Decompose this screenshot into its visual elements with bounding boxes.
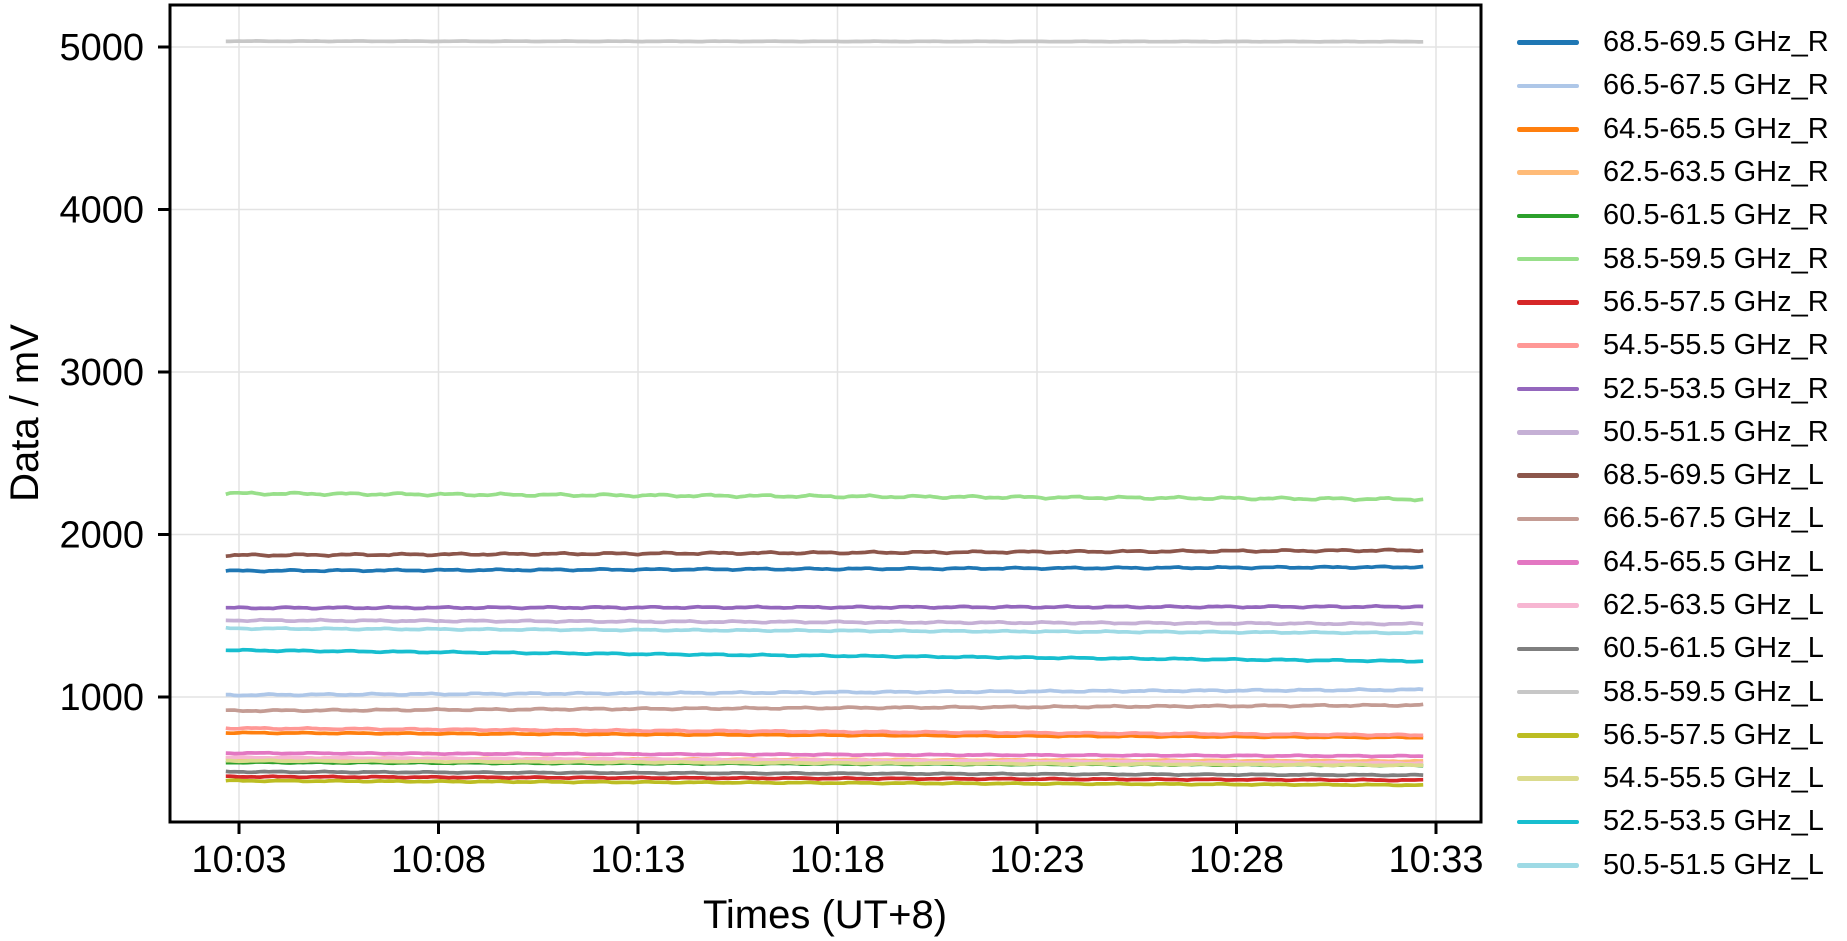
legend-label: 56.5-57.5 GHz_L	[1603, 718, 1824, 751]
x-tick-label: 10:08	[391, 839, 486, 881]
legend-swatch	[1517, 126, 1579, 132]
plot-border	[168, 3, 1483, 824]
legend-label: 50.5-51.5 GHz_L	[1603, 848, 1824, 881]
legend-label: 58.5-59.5 GHz_L	[1603, 675, 1824, 708]
series-line-64.5-65.5 GHz_R	[225, 730, 1424, 740]
legend-item: 58.5-59.5 GHz_L	[1517, 670, 1829, 713]
x-tick-label: 10:18	[790, 839, 885, 881]
legend-swatch	[1517, 300, 1579, 305]
y-tick-label: 3000	[59, 352, 144, 394]
legend: 68.5-69.5 GHz_R 66.5-67.5 GHz_R 64.5-65.5 …	[1517, 21, 1829, 887]
series-layer	[225, 39, 1424, 788]
legend-label: 62.5-63.5 GHz_R	[1603, 156, 1829, 189]
legend-swatch	[1517, 386, 1579, 392]
x-axis-title: Times (UT+8)	[703, 893, 947, 937]
legend-label: 68.5-69.5 GHz_R	[1603, 26, 1829, 59]
legend-item: 56.5-57.5 GHz_L	[1517, 714, 1829, 757]
legend-swatch	[1517, 559, 1579, 565]
tick-layer: 1000 2000 3000 4000 5000 10:03 10:08 10:13 10:18…	[59, 27, 1483, 881]
legend-item: 54.5-55.5 GHz_R	[1517, 324, 1829, 367]
legend-swatch	[1517, 733, 1579, 738]
series-line-56.5-57.5 GHz_L	[225, 778, 1424, 788]
legend-item: 68.5-69.5 GHz_R	[1517, 21, 1829, 64]
series-line-54.5-55.5 GHz_R	[225, 725, 1424, 738]
legend-swatch	[1517, 213, 1579, 219]
legend-label: 58.5-59.5 GHz_R	[1603, 242, 1829, 275]
legend-label: 68.5-69.5 GHz_L	[1603, 459, 1824, 492]
legend-item: 58.5-59.5 GHz_R	[1517, 237, 1829, 280]
legend-item: 60.5-61.5 GHz_L	[1517, 627, 1829, 670]
x-tick-label: 10:13	[590, 839, 685, 881]
series-line-68.5-69.5 GHz_L	[225, 547, 1424, 559]
legend-label: 56.5-57.5 GHz_R	[1603, 285, 1829, 318]
legend-swatch	[1517, 776, 1579, 781]
series-line-64.5-65.5 GHz_L	[225, 750, 1424, 759]
series-line-60.5-61.5 GHz_L	[225, 769, 1424, 778]
legend-item: 50.5-51.5 GHz_L	[1517, 844, 1829, 887]
series-line-58.5-59.5 GHz_R	[225, 490, 1424, 503]
legend-swatch	[1517, 516, 1579, 522]
legend-swatch	[1517, 256, 1579, 262]
legend-label: 52.5-53.5 GHz_L	[1603, 805, 1824, 838]
series-line-68.5-69.5 GHz_R	[225, 564, 1424, 574]
series-line-50.5-51.5 GHz_R	[225, 617, 1424, 627]
series-line-50.5-51.5 GHz_L	[225, 625, 1424, 636]
legend-label: 66.5-67.5 GHz_R	[1603, 69, 1829, 102]
grid-layer	[171, 6, 1480, 821]
legend-label: 60.5-61.5 GHz_L	[1603, 632, 1824, 665]
legend-item: 52.5-53.5 GHz_L	[1517, 800, 1829, 843]
legend-item: 64.5-65.5 GHz_R	[1517, 108, 1829, 151]
legend-item: 56.5-57.5 GHz_R	[1517, 281, 1829, 324]
y-tick-label: 2000	[59, 515, 144, 557]
y-tick-label: 5000	[59, 27, 144, 69]
legend-swatch	[1517, 862, 1579, 868]
series-line-58.5-59.5 GHz_L	[225, 39, 1424, 44]
y-tick-label: 4000	[59, 190, 144, 232]
legend-item: 68.5-69.5 GHz_L	[1517, 454, 1829, 497]
legend-swatch	[1517, 646, 1579, 652]
legend-swatch	[1517, 170, 1579, 175]
y-tick-label: 1000	[59, 677, 144, 719]
legend-label: 66.5-67.5 GHz_L	[1603, 502, 1824, 535]
series-line-62.5-63.5 GHz_L	[225, 755, 1424, 766]
legend-swatch	[1517, 603, 1579, 608]
y-axis-title: Data / mV	[3, 324, 47, 502]
legend-item: 60.5-61.5 GHz_R	[1517, 194, 1829, 237]
series-line-66.5-67.5 GHz_L	[225, 702, 1424, 714]
legend-item: 62.5-63.5 GHz_L	[1517, 584, 1829, 627]
x-tick-label: 10:28	[1189, 839, 1284, 881]
legend-item: 50.5-51.5 GHz_R	[1517, 411, 1829, 454]
legend-label: 64.5-65.5 GHz_L	[1603, 545, 1824, 578]
legend-swatch	[1517, 343, 1579, 349]
legend-swatch	[1517, 40, 1579, 45]
legend-item: 66.5-67.5 GHz_L	[1517, 497, 1829, 540]
series-line-52.5-53.5 GHz_R	[225, 603, 1424, 611]
series-line-56.5-57.5 GHz_R	[225, 774, 1424, 783]
legend-label: 64.5-65.5 GHz_R	[1603, 112, 1829, 145]
legend-item: 54.5-55.5 GHz_L	[1517, 757, 1829, 800]
series-line-54.5-55.5 GHz_L	[225, 758, 1424, 768]
x-tick-label: 10:03	[191, 839, 286, 881]
legend-label: 62.5-63.5 GHz_L	[1603, 589, 1824, 621]
legend-item: 52.5-53.5 GHz_R	[1517, 367, 1829, 410]
series-line-52.5-53.5 GHz_L	[225, 647, 1424, 664]
legend-item: 66.5-67.5 GHz_R	[1517, 64, 1829, 107]
legend-label: 52.5-53.5 GHz_R	[1603, 372, 1829, 405]
x-tick-label: 10:23	[989, 839, 1084, 881]
legend-swatch	[1517, 430, 1579, 435]
legend-label: 50.5-51.5 GHz_R	[1603, 415, 1829, 448]
legend-swatch	[1517, 83, 1579, 89]
legend-swatch	[1517, 473, 1579, 478]
legend-item: 64.5-65.5 GHz_L	[1517, 541, 1829, 584]
x-tick-label: 10:33	[1388, 839, 1483, 881]
legend-swatch	[1517, 689, 1579, 695]
series-line-66.5-67.5 GHz_R	[225, 687, 1424, 698]
legend-item: 62.5-63.5 GHz_R	[1517, 151, 1829, 194]
legend-label: 54.5-55.5 GHz_R	[1603, 329, 1829, 362]
legend-label: 60.5-61.5 GHz_R	[1603, 199, 1829, 232]
legend-swatch	[1517, 819, 1579, 825]
legend-label: 54.5-55.5 GHz_L	[1603, 762, 1824, 795]
